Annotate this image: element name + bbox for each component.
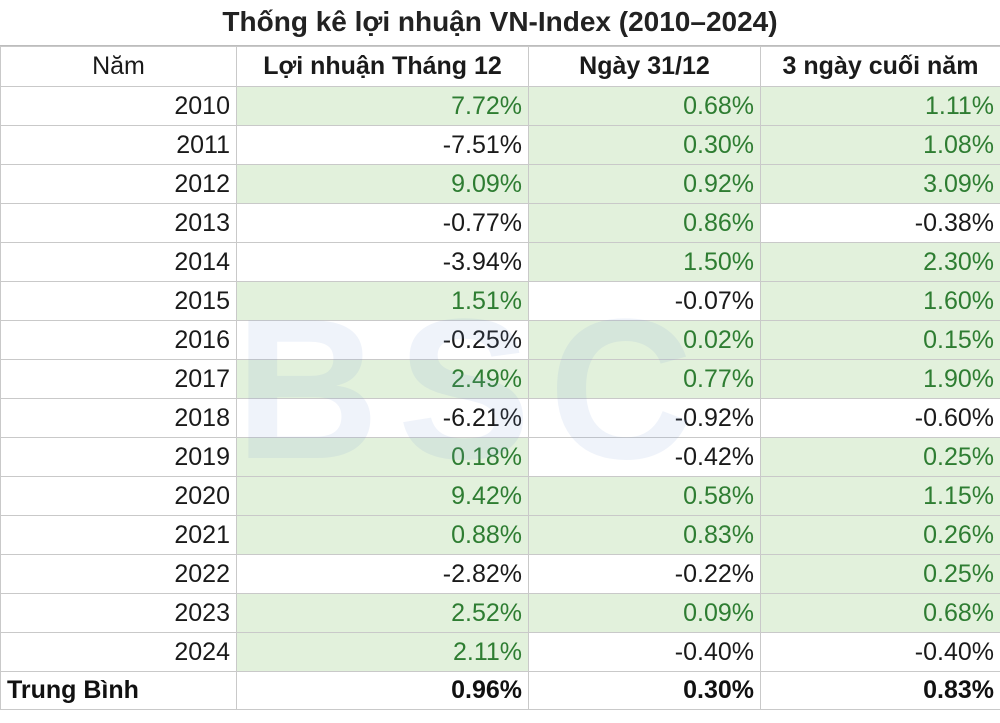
- cell-year: 2017: [0, 359, 237, 399]
- cell-dec-return: 9.09%: [236, 164, 529, 204]
- table-row: 2016 -0.25% 0.02% 0.15%: [0, 320, 1000, 360]
- cell-last3: 0.25%: [760, 437, 1000, 477]
- average-row: Trung Bình 0.96% 0.30% 0.83%: [0, 671, 1000, 710]
- cell-dec31: 0.86%: [528, 203, 761, 243]
- cell-last3: 1.08%: [760, 125, 1000, 165]
- cell-dec-return: 2.49%: [236, 359, 529, 399]
- cell-dec-return: -6.21%: [236, 398, 529, 438]
- table-row: 2021 0.88% 0.83% 0.26%: [0, 515, 1000, 555]
- cell-last3: 0.15%: [760, 320, 1000, 360]
- cell-year: 2020: [0, 476, 237, 516]
- cell-dec-return: -0.25%: [236, 320, 529, 360]
- cell-last3: -0.60%: [760, 398, 1000, 438]
- cell-dec31: 0.92%: [528, 164, 761, 204]
- header-last3: 3 ngày cuối năm: [760, 46, 1000, 87]
- table-row: 2022 -2.82% -0.22% 0.25%: [0, 554, 1000, 594]
- cell-dec31: 0.30%: [528, 125, 761, 165]
- table-row: 2011 -7.51% 0.30% 1.08%: [0, 125, 1000, 165]
- table-row: 2019 0.18% -0.42% 0.25%: [0, 437, 1000, 477]
- table-row: 2010 7.72% 0.68% 1.11%: [0, 86, 1000, 126]
- cell-year: 2012: [0, 164, 237, 204]
- cell-year: 2013: [0, 203, 237, 243]
- cell-year: 2010: [0, 86, 237, 126]
- average-dec31: 0.30%: [528, 671, 761, 710]
- cell-last3: 2.30%: [760, 242, 1000, 282]
- cell-dec-return: 1.51%: [236, 281, 529, 321]
- table-row: 2024 2.11% -0.40% -0.40%: [0, 632, 1000, 672]
- cell-dec31: -0.42%: [528, 437, 761, 477]
- cell-dec31: -0.92%: [528, 398, 761, 438]
- table-row: 2023 2.52% 0.09% 0.68%: [0, 593, 1000, 633]
- cell-last3: 1.11%: [760, 86, 1000, 126]
- cell-year: 2018: [0, 398, 237, 438]
- cell-last3: -0.38%: [760, 203, 1000, 243]
- cell-dec-return: 0.18%: [236, 437, 529, 477]
- cell-dec-return: 0.88%: [236, 515, 529, 555]
- header-dec-return: Lợi nhuận Tháng 12: [236, 46, 529, 87]
- cell-dec31: 0.83%: [528, 515, 761, 555]
- cell-year: 2015: [0, 281, 237, 321]
- cell-last3: -0.40%: [760, 632, 1000, 672]
- returns-table: Năm Lợi nhuận Tháng 12 Ngày 31/12 3 ngày…: [0, 46, 1000, 710]
- cell-dec31: 0.58%: [528, 476, 761, 516]
- table-row: 2018 -6.21% -0.92% -0.60%: [0, 398, 1000, 438]
- cell-year: 2011: [0, 125, 237, 165]
- cell-year: 2024: [0, 632, 237, 672]
- cell-dec31: 0.68%: [528, 86, 761, 126]
- cell-dec31: 1.50%: [528, 242, 761, 282]
- cell-dec31: -0.40%: [528, 632, 761, 672]
- cell-year: 2014: [0, 242, 237, 282]
- cell-dec31: 0.02%: [528, 320, 761, 360]
- cell-dec-return: -3.94%: [236, 242, 529, 282]
- cell-year: 2019: [0, 437, 237, 477]
- table-row: 2020 9.42% 0.58% 1.15%: [0, 476, 1000, 516]
- cell-dec-return: -2.82%: [236, 554, 529, 594]
- average-label: Trung Bình: [0, 671, 237, 710]
- table-row: 2014 -3.94% 1.50% 2.30%: [0, 242, 1000, 282]
- cell-year: 2022: [0, 554, 237, 594]
- table-row: 2017 2.49% 0.77% 1.90%: [0, 359, 1000, 399]
- cell-dec-return: 2.52%: [236, 593, 529, 633]
- cell-dec31: -0.07%: [528, 281, 761, 321]
- cell-year: 2023: [0, 593, 237, 633]
- cell-dec-return: -7.51%: [236, 125, 529, 165]
- table-row: 2015 1.51% -0.07% 1.60%: [0, 281, 1000, 321]
- cell-dec-return: 7.72%: [236, 86, 529, 126]
- cell-last3: 0.25%: [760, 554, 1000, 594]
- average-last3: 0.83%: [760, 671, 1000, 710]
- cell-year: 2016: [0, 320, 237, 360]
- table-row: 2012 9.09% 0.92% 3.09%: [0, 164, 1000, 204]
- cell-last3: 1.90%: [760, 359, 1000, 399]
- header-row: Năm Lợi nhuận Tháng 12 Ngày 31/12 3 ngày…: [0, 46, 1000, 87]
- cell-dec31: 0.09%: [528, 593, 761, 633]
- table-title: Thống kê lợi nhuận VN-Index (2010–2024): [0, 0, 1000, 46]
- cell-last3: 3.09%: [760, 164, 1000, 204]
- header-dec31: Ngày 31/12: [528, 46, 761, 87]
- average-dec-return: 0.96%: [236, 671, 529, 710]
- table-body: 2010 7.72% 0.68% 1.11% 2011 -7.51% 0.30% 1.08% 2…: [0, 86, 1000, 672]
- cell-last3: 1.60%: [760, 281, 1000, 321]
- cell-last3: 0.68%: [760, 593, 1000, 633]
- cell-dec-return: 9.42%: [236, 476, 529, 516]
- cell-dec31: 0.77%: [528, 359, 761, 399]
- cell-year: 2021: [0, 515, 237, 555]
- cell-dec-return: -0.77%: [236, 203, 529, 243]
- header-year: Năm: [0, 46, 237, 87]
- cell-last3: 1.15%: [760, 476, 1000, 516]
- cell-last3: 0.26%: [760, 515, 1000, 555]
- cell-dec31: -0.22%: [528, 554, 761, 594]
- cell-dec-return: 2.11%: [236, 632, 529, 672]
- table-row: 2013 -0.77% 0.86% -0.38%: [0, 203, 1000, 243]
